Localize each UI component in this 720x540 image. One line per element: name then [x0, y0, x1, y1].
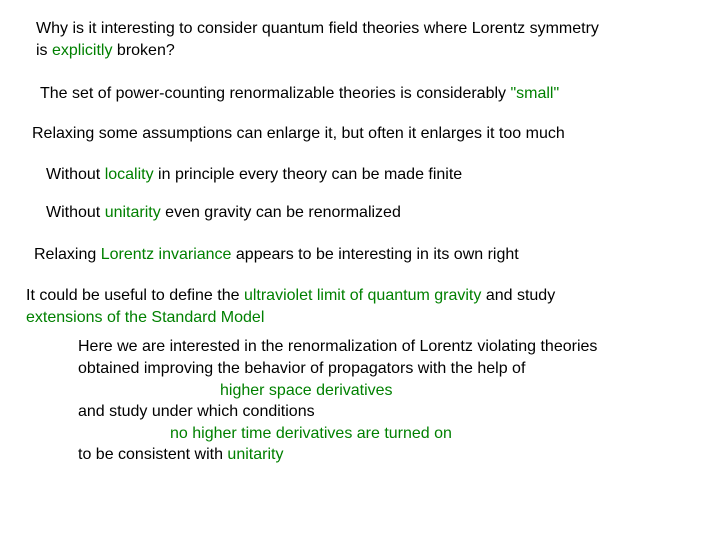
- detail-line-4: and study under which conditions: [78, 401, 700, 423]
- highlight-small: "small": [510, 85, 559, 102]
- highlight-locality: locality: [105, 166, 154, 183]
- text-fragment: is: [36, 42, 52, 59]
- relaxing-line: Relaxing some assumptions can enlarge it…: [32, 123, 700, 145]
- highlight-unitarity: unitarity: [105, 204, 161, 221]
- small-set-line: The set of power-counting renormalizable…: [40, 83, 700, 105]
- text-fragment: obtained improving the behavior of propa…: [78, 360, 525, 377]
- highlight-higher-space-derivatives: higher space derivatives: [220, 382, 393, 399]
- text-fragment: even gravity can be renormalized: [161, 204, 401, 221]
- intro-line-2: is explicitly broken?: [36, 40, 700, 62]
- text-fragment: to be consistent with: [78, 446, 227, 463]
- text-fragment: Without: [46, 204, 105, 221]
- detail-line-6: to be consistent with unitarity: [78, 444, 700, 466]
- locality-line: Without locality in principle every theo…: [46, 164, 700, 186]
- highlight-lorentz-invariance: Lorentz invariance: [101, 246, 232, 263]
- detail-line-3: higher space derivatives: [220, 380, 700, 402]
- lorentz-line: Relaxing Lorentz invariance appears to b…: [34, 244, 700, 266]
- slide-body: Why is it interesting to consider quantu…: [0, 0, 720, 540]
- text-fragment: Here we are interested in the renormaliz…: [78, 338, 597, 355]
- text-fragment: in principle every theory can be made fi…: [154, 166, 463, 183]
- text-fragment: and study under which conditions: [78, 403, 315, 420]
- text-fragment: Relaxing: [34, 246, 101, 263]
- highlight-no-higher-time-derivatives: no higher time derivatives are turned on: [170, 425, 452, 442]
- text-fragment: and study: [481, 287, 555, 304]
- text-fragment: broken?: [112, 42, 174, 59]
- text-fragment: Without: [46, 166, 105, 183]
- detail-line-2: obtained improving the behavior of propa…: [78, 358, 700, 380]
- text-fragment: It could be useful to define the: [26, 287, 244, 304]
- detail-line-5: no higher time derivatives are turned on: [170, 423, 700, 445]
- highlight-unitarity-2: unitarity: [227, 446, 283, 463]
- detail-line-1: Here we are interested in the renormaliz…: [78, 336, 700, 358]
- highlight-uv-limit: ultraviolet limit of quantum gravity: [244, 287, 481, 304]
- unitarity-line: Without unitarity even gravity can be re…: [46, 202, 700, 224]
- text-fragment: appears to be interesting in its own rig…: [231, 246, 518, 263]
- text-fragment: The set of power-counting renormalizable…: [40, 85, 510, 102]
- text-fragment: Relaxing some assumptions can enlarge it…: [32, 125, 565, 142]
- text-fragment: Why is it interesting to consider quantu…: [36, 20, 599, 37]
- highlight-explicitly: explicitly: [52, 42, 112, 59]
- uv-limit-line-2: extensions of the Standard Model: [26, 307, 700, 329]
- intro-line-1: Why is it interesting to consider quantu…: [36, 18, 700, 40]
- highlight-extensions-sm: extensions of the Standard Model: [26, 309, 264, 326]
- uv-limit-line-1: It could be useful to define the ultravi…: [26, 285, 700, 307]
